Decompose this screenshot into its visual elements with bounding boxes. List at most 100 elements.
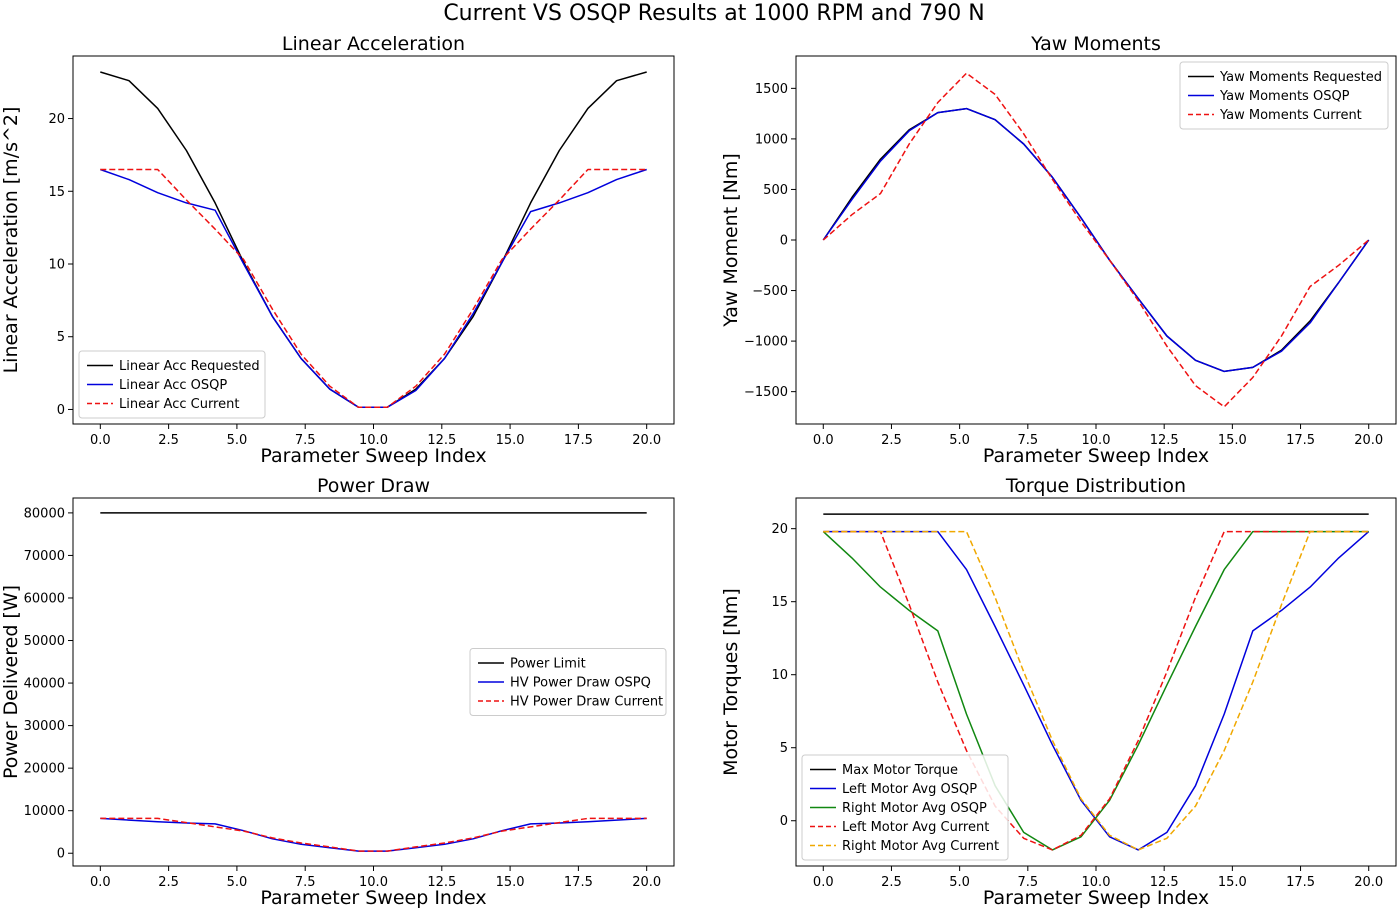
chart-4-legend-label: Right Motor Avg Current (842, 839, 999, 854)
chart-2-xtick-label: 15.0 (1218, 433, 1247, 448)
chart-3-ytick-label: 30000 (24, 719, 65, 734)
chart-2-title: Yaw Moments (1030, 33, 1161, 55)
chart-2-xlabel: Parameter Sweep Index (983, 445, 1209, 467)
chart-2-legend-box (1179, 61, 1389, 130)
chart-1-xtick-label: 10.0 (359, 433, 388, 448)
chart-1-legend-box (78, 350, 266, 419)
chart-1-xtick-label: 20.0 (632, 433, 661, 448)
chart-3-legend-label: HV Power Draw Current (510, 695, 663, 710)
chart-3-ytick-label: 20000 (24, 762, 65, 777)
chart-3-ylabel: Power Delivered [W] (0, 585, 22, 779)
chart-2-xtick-label: 10.0 (1082, 433, 1111, 448)
chart-3-series-line-3 (100, 817, 647, 852)
chart-1-xtick-label: 17.5 (564, 433, 593, 448)
chart-2-series-line-2 (822, 107, 1370, 373)
chart-1-xtick-label: 12.5 (427, 433, 456, 448)
chart-4-xtick-label: 7.5 (1017, 875, 1038, 890)
chart-1-ytick-label: 10 (48, 258, 65, 273)
chart-2-ytick-label: 1000 (755, 132, 788, 147)
chart-4-xlabel: Parameter Sweep Index (983, 887, 1209, 909)
chart-2-ytick-label: 1500 (755, 82, 788, 97)
chart-4-legend-box (801, 754, 1009, 861)
chart-4-axes-frame (795, 497, 1397, 867)
chart-3-xtick-label: 17.5 (564, 875, 593, 890)
chart-4-xtick-label: 15.0 (1218, 875, 1247, 890)
chart-2-ytick-label: −1500 (744, 385, 788, 400)
chart-1-legend-label: Linear Acc Requested (119, 359, 260, 374)
chart-1-legend-label: Linear Acc OSQP (119, 378, 227, 393)
chart-2-xtick-label: 12.5 (1150, 433, 1179, 448)
chart-4-xtick-label: 20.0 (1354, 875, 1383, 890)
chart-4-legend-label: Left Motor Avg Current (842, 820, 989, 835)
chart-1-series-group (100, 71, 647, 409)
chart-4-ytick-label: 20 (771, 522, 788, 537)
chart-4-legend-label: Right Motor Avg OSQP (842, 801, 987, 816)
chart-2-xtick-label: 2.5 (881, 433, 902, 448)
chart-1-xtick-label: 0.0 (90, 433, 111, 448)
chart-4-xtick-label: 2.5 (881, 875, 902, 890)
chart-4: Torque Distribution 0.0 2.5 5.0 7.5 10.0 12.5 1… (720, 475, 1397, 909)
chart-3-xtick-label: 2.5 (158, 875, 179, 890)
chart-1-ytick-label: 5 (57, 330, 65, 345)
chart-1: Linear Acceleration 0.0 2.5 5.0 7.5 10.0 12.5 1… (0, 33, 675, 467)
chart-1-axes-frame (72, 55, 675, 425)
chart-1-legend: Linear Acc Requested Linear Acc OSQP Linea… (78, 350, 266, 419)
chart-4-ytick-label: 15 (771, 595, 788, 610)
chart-4-ytick-label: 10 (771, 668, 788, 683)
chart-2-axes-frame (795, 55, 1397, 425)
chart-2-xtick-label: 20.0 (1354, 433, 1383, 448)
chart-1-title: Linear Acceleration (282, 33, 465, 55)
chart-3-legend-label: Power Limit (510, 657, 586, 672)
chart-3-xtick-label: 20.0 (632, 875, 661, 890)
chart-2-legend-label: Yaw Moments Current (1219, 108, 1362, 123)
chart-2-legend: Yaw Moments Requested Yaw Moments OSQP Yaw… (1179, 61, 1389, 130)
chart-2-ytick-label: −500 (752, 284, 788, 299)
chart-2-xtick-label: 0.0 (813, 433, 834, 448)
chart-4-xtick-label: 12.5 (1150, 875, 1179, 890)
chart-3-legend: Power Limit HV Power Draw OSPQ HV Power Dr… (469, 648, 667, 716)
chart-2-legend-label: Yaw Moments OSQP (1219, 89, 1350, 104)
chart-4-legend-label: Max Motor Torque (842, 763, 958, 778)
chart-4-legend-label: Left Motor Avg OSQP (842, 782, 977, 797)
chart-1-xtick-label: 15.0 (496, 433, 525, 448)
chart-3-title: Power Draw (317, 475, 430, 497)
chart-2-ytick-label: 0 (780, 234, 788, 249)
chart-1-ytick-label: 20 (48, 112, 65, 127)
chart-3-ytick-label: 70000 (24, 549, 65, 564)
chart-4-series-line-4 (823, 530, 1369, 851)
chart-4-title: Torque Distribution (1005, 475, 1186, 497)
chart-3-legend-box (469, 648, 667, 716)
chart-3-legend-label: HV Power Draw OSPQ (510, 676, 651, 691)
chart-4-ylabel: Motor Torques [Nm] (720, 588, 742, 776)
chart-2-xtick-label: 7.5 (1017, 433, 1038, 448)
chart-1-series-line-2 (100, 168, 647, 409)
chart-1-ytick-label: 0 (57, 403, 65, 418)
chart-3-xlabel: Parameter Sweep Index (260, 887, 486, 909)
chart-3-xtick-label: 5.0 (227, 875, 248, 890)
chart-2-ylabel: Yaw Moment [Nm] (720, 153, 742, 328)
chart-1-legend-label: Linear Acc Current (119, 397, 239, 412)
chart-1-ylabel: Linear Acceleration [m/s^2] (0, 107, 22, 374)
chart-3-xtick-label: 10.0 (359, 875, 388, 890)
chart-1-xtick-label: 2.5 (158, 433, 179, 448)
chart-4-xtick-label: 17.5 (1286, 875, 1315, 890)
chart-3-xtick-label: 0.0 (90, 875, 111, 890)
chart-1-ytick-label: 15 (48, 185, 65, 200)
chart-4-xtick-label: 5.0 (949, 875, 970, 890)
chart-2-ytick-label: 500 (763, 183, 788, 198)
chart-4-ytick-label: 5 (780, 741, 788, 756)
chart-4-xtick-label: 10.0 (1082, 875, 1111, 890)
chart-2-ytick-label: −1000 (744, 335, 788, 350)
chart-4-series-group (822, 513, 1370, 851)
chart-3-ytick-label: 50000 (24, 634, 65, 649)
chart-3-xtick-label: 7.5 (295, 875, 316, 890)
chart-4-ytick-label: 0 (780, 814, 788, 829)
chart-1-xlabel: Parameter Sweep Index (260, 445, 486, 467)
chart-2-xtick-label: 17.5 (1286, 433, 1315, 448)
chart-1-xtick-label: 5.0 (227, 433, 248, 448)
subplot-grid: Linear Acceleration 0.0 2.5 5.0 7.5 10.0 12.5 1… (0, 33, 1397, 909)
chart-2-legend-label: Yaw Moments Requested (1219, 70, 1382, 85)
chart-2-xtick-label: 5.0 (949, 433, 970, 448)
